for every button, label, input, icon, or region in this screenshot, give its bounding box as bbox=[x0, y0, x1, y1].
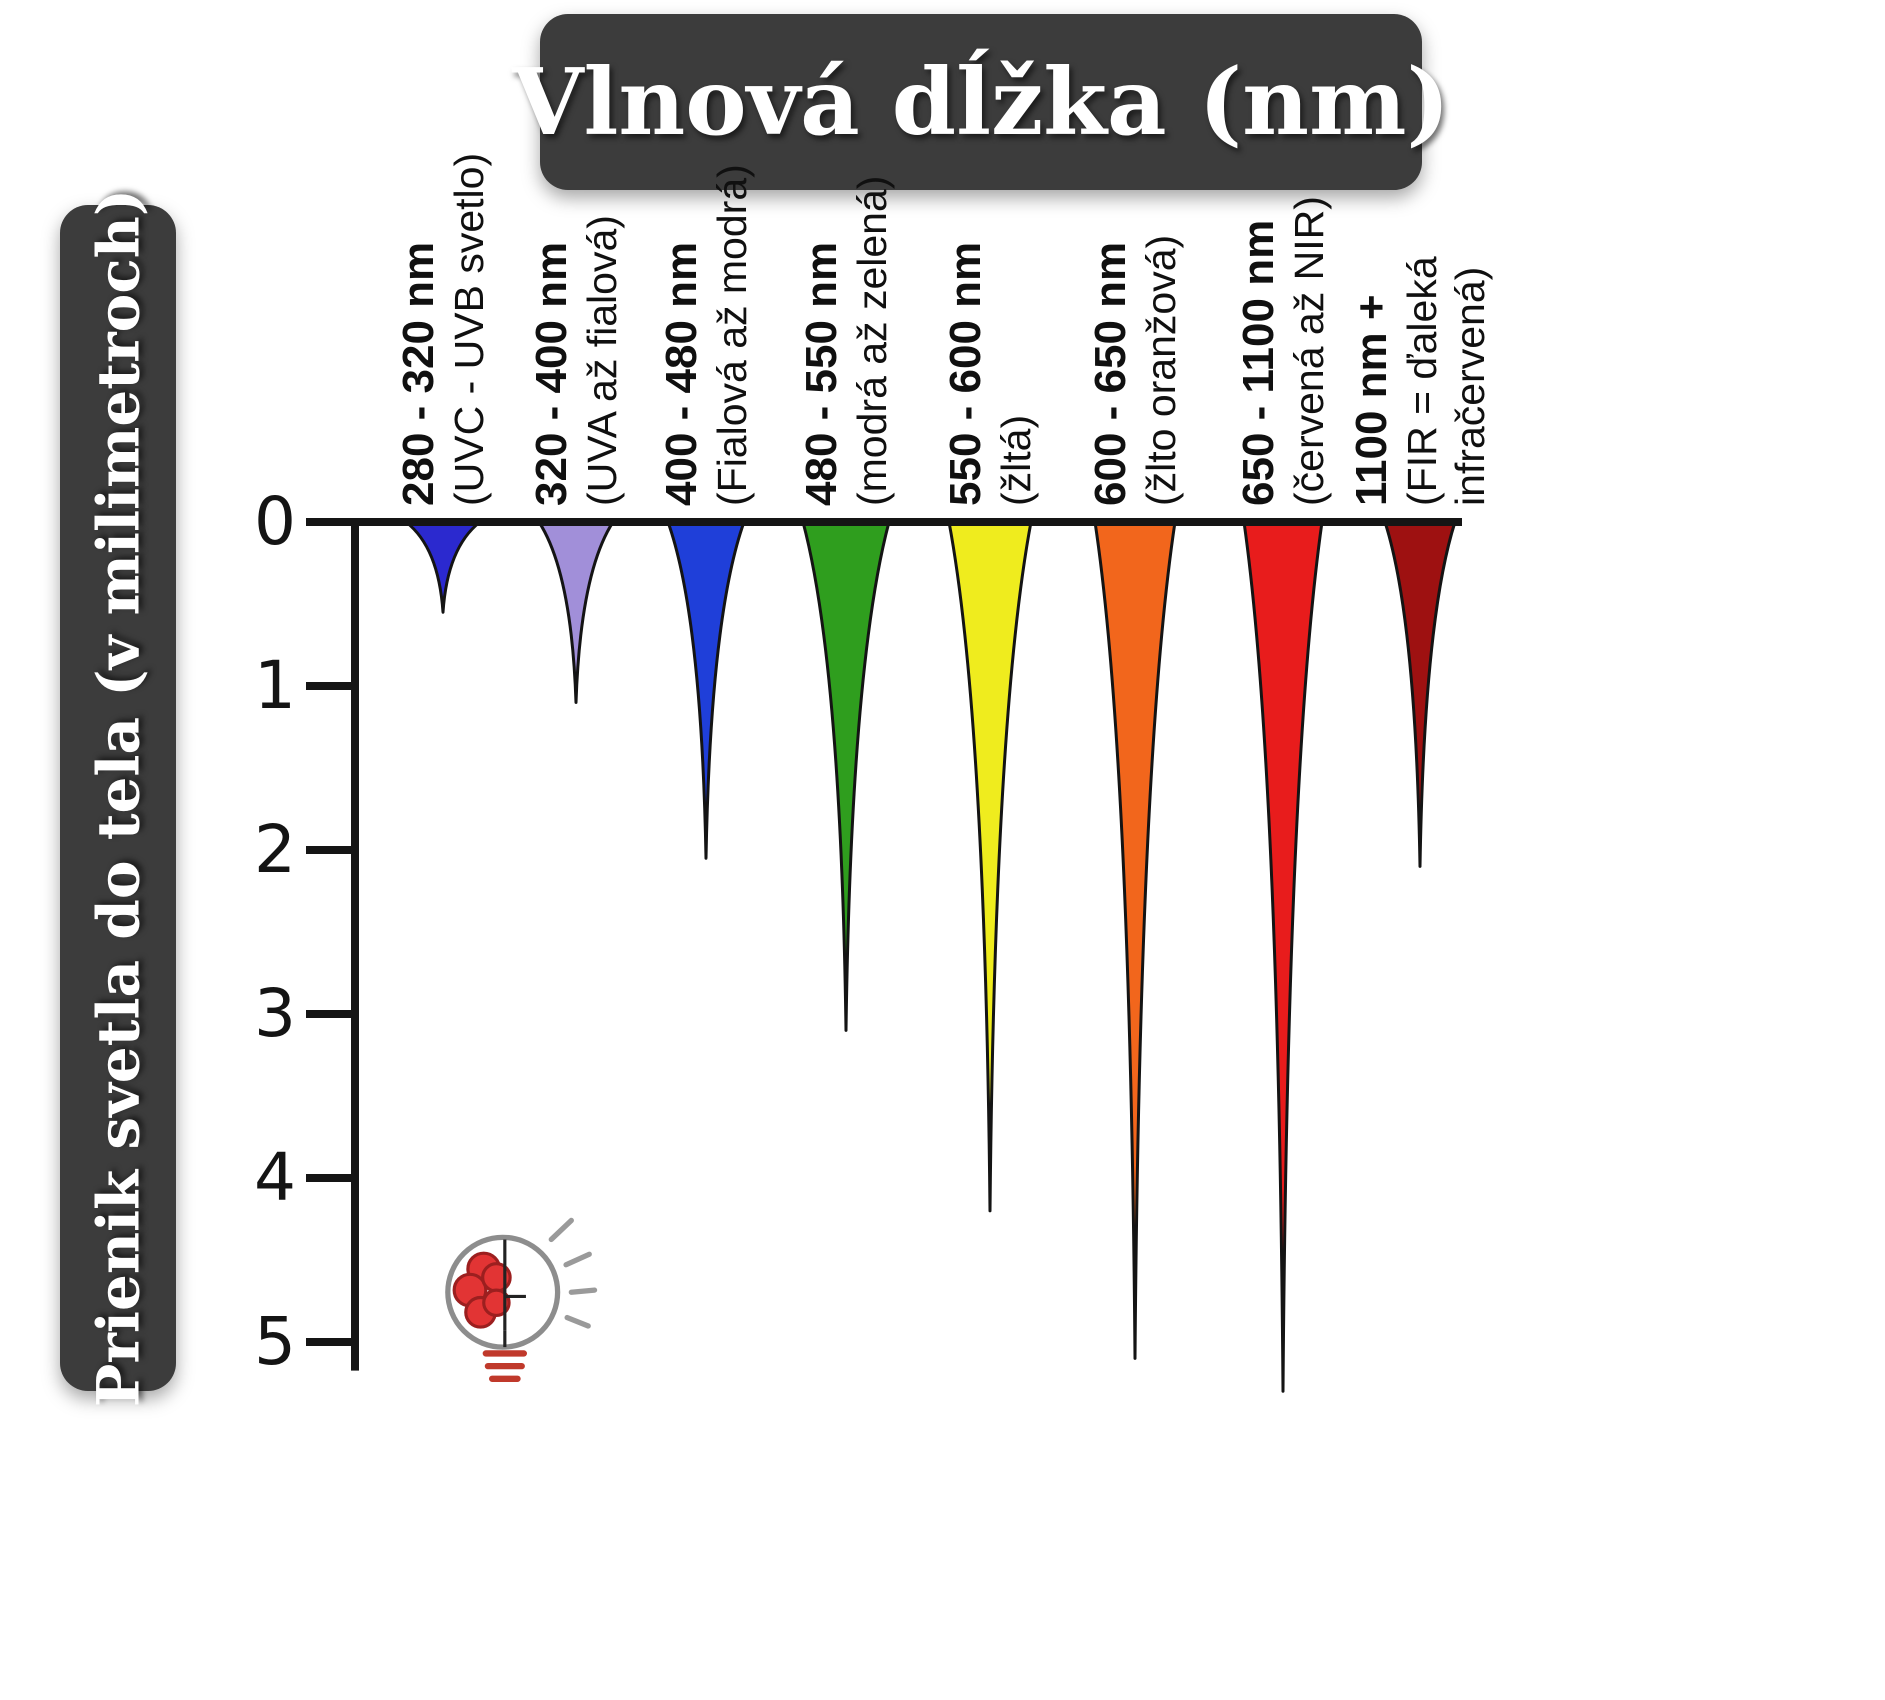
spike-2 bbox=[537, 520, 615, 704]
wavelength-description: (FIR = ďaleká infračervená) bbox=[1399, 256, 1493, 506]
wavelength-description: (žltá) bbox=[993, 414, 1039, 506]
bulb-filament-icon bbox=[503, 1239, 526, 1348]
y-tick-label-5: 5 bbox=[254, 1303, 296, 1380]
light-rays-icon bbox=[548, 1217, 598, 1329]
wavelength-description: (Fialová až modrá) bbox=[709, 164, 755, 506]
y-tick-label-2: 2 bbox=[254, 811, 296, 888]
y-tick bbox=[306, 1174, 355, 1182]
y-axis-label-panel: Prienik svetla do tela (v milimetroch) bbox=[60, 189, 176, 1407]
y-tick bbox=[306, 1338, 355, 1346]
spike-4 bbox=[801, 520, 891, 1032]
wavelength-description: (červená až NIR) bbox=[1286, 196, 1332, 506]
y-tick bbox=[306, 682, 355, 690]
column-label-8: 1100 nm + (FIR = ďaleká infračervená) bbox=[1346, 256, 1494, 506]
spike-5 bbox=[947, 520, 1033, 1213]
x-axis-line bbox=[306, 518, 1462, 526]
y-tick-label-1: 1 bbox=[254, 647, 296, 724]
brain-half-icon bbox=[452, 1251, 512, 1329]
spike-7 bbox=[1242, 520, 1324, 1393]
wavelength-range: 600 - 650 nm bbox=[1086, 241, 1135, 506]
y-tick-label-4: 4 bbox=[254, 1139, 296, 1216]
wavelength-range: 1100 nm + bbox=[1347, 294, 1396, 506]
spike-1 bbox=[404, 520, 482, 614]
spike-3 bbox=[666, 520, 746, 860]
column-label-2: 320 - 400 nm (UVA až fialová) bbox=[526, 215, 626, 506]
wavelength-range: 480 - 550 nm bbox=[797, 241, 846, 506]
title-panel: Vlnová dĺžka (nm) bbox=[512, 14, 1450, 190]
wavelength-range: 400 - 480 nm bbox=[657, 241, 706, 506]
wavelength-range: 650 - 1100 nm bbox=[1234, 219, 1283, 506]
column-label-5: 550 - 600 nm (žltá) bbox=[940, 242, 1040, 506]
column-label-3: 400 - 480 nm (Fialová až modrá) bbox=[656, 164, 756, 506]
y-tick-label-3: 3 bbox=[254, 975, 296, 1052]
column-label-6: 600 - 650 nm (žlto oranžová) bbox=[1085, 235, 1185, 506]
y-tick bbox=[306, 846, 355, 854]
wavelength-range: 280 - 320 nm bbox=[394, 241, 443, 506]
bulb-base-icon bbox=[482, 1350, 527, 1382]
brain-lightbulb-logo bbox=[445, 1217, 598, 1382]
wavelength-description: (modrá až zelená) bbox=[849, 175, 895, 506]
wavelength-description: (žlto oranžová) bbox=[1138, 234, 1184, 506]
wavelength-description: (UVC - UVB svetlo) bbox=[446, 152, 492, 506]
wavelength-description: (UVA až fialová) bbox=[579, 215, 625, 506]
wavelength-range: 320 - 400 nm bbox=[527, 241, 576, 506]
column-label-1: 280 - 320 nm (UVC - UVB svetlo) bbox=[393, 153, 493, 506]
column-label-4: 480 - 550 nm (modrá až zelená) bbox=[796, 176, 896, 506]
column-label-7: 650 - 1100 nm (červená až NIR) bbox=[1233, 196, 1333, 506]
y-tick bbox=[306, 1010, 355, 1018]
y-axis-line bbox=[351, 518, 359, 1371]
spike-8 bbox=[1383, 520, 1457, 868]
y-tick-label-0: 0 bbox=[254, 483, 296, 560]
spike-6 bbox=[1093, 520, 1177, 1360]
wavelength-range: 550 - 600 nm bbox=[941, 241, 990, 506]
chart-title: Vlnová dĺžka (nm) bbox=[512, 48, 1450, 156]
